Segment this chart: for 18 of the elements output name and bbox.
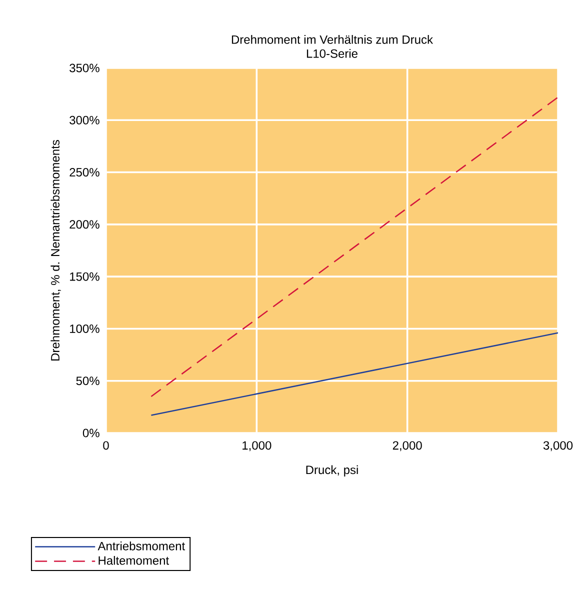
x-tick-label: 2,000 [392,441,422,452]
y-tick-label: 0% [82,428,100,438]
chart-title: Drehmoment im Verhältnis zum Druck [232,35,434,44]
y-tick-label: 50% [76,376,100,386]
x-axis-title: Druck, psi [306,465,358,476]
y-tick-label: 300% [70,116,100,124]
y-tick-label: 250% [70,168,100,177]
legend-label: Haltemoment [98,556,170,565]
y-tick-label: 200% [70,220,100,229]
x-tick-label: 1,000 [242,441,272,452]
y-tick-label: 100% [70,324,100,333]
x-tick-label: 3,000 [543,441,573,452]
chart-subtitle: L10-Serie [306,49,358,58]
y-tick-label: 150% [70,272,100,281]
y-axis-title: Drehmoment, % d. Nemantriebsmoments [50,140,61,360]
x-tick-label: 0 [103,441,109,450]
legend-label: Antriebsmoment [98,542,186,550]
y-tick-label: 350% [70,64,100,72]
